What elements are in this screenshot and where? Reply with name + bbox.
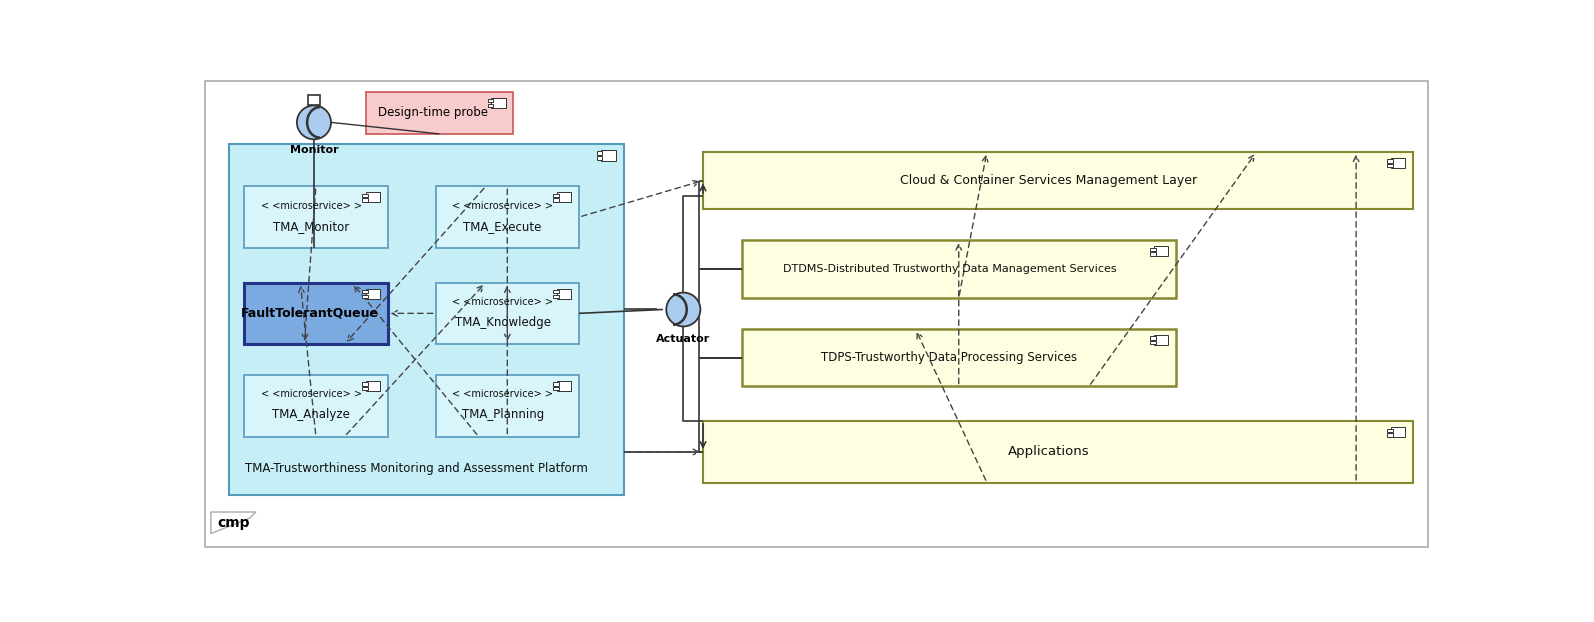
Text: Actuator: Actuator — [657, 334, 711, 344]
Bar — [703, 421, 1412, 483]
Bar — [488, 99, 493, 103]
Circle shape — [296, 106, 332, 139]
Text: Monitor: Monitor — [290, 146, 338, 156]
Bar — [367, 289, 379, 299]
Text: TMA_Monitor: TMA_Monitor — [273, 220, 349, 233]
Bar — [1387, 433, 1393, 437]
Bar — [488, 103, 493, 107]
Bar — [1151, 341, 1156, 344]
Bar — [601, 150, 615, 161]
Text: < <microservice> >: < <microservice> > — [453, 297, 553, 307]
Bar — [362, 383, 368, 386]
Text: TMA_Planning: TMA_Planning — [462, 409, 544, 422]
Bar — [1387, 159, 1393, 162]
Bar — [362, 294, 368, 298]
Bar — [1392, 427, 1406, 437]
Bar — [367, 91, 513, 134]
Bar — [741, 329, 1176, 386]
Bar — [435, 375, 579, 437]
Bar — [1387, 429, 1393, 432]
Text: TMA-Trustworthiness Monitoring and Assessment Platform: TMA-Trustworthiness Monitoring and Asses… — [245, 462, 588, 475]
Bar — [1387, 164, 1393, 167]
Bar — [553, 198, 559, 202]
Bar — [244, 187, 387, 248]
Bar — [596, 156, 603, 160]
Text: DTDMS-Distributed Trustworthy Data Management Services: DTDMS-Distributed Trustworthy Data Manag… — [783, 264, 1116, 274]
Bar — [558, 289, 571, 299]
Bar — [362, 198, 368, 202]
Bar — [1154, 246, 1168, 256]
Bar — [435, 187, 579, 248]
Bar — [553, 290, 559, 294]
Bar — [1154, 335, 1168, 345]
Bar — [367, 192, 379, 202]
Text: < <microservice> >: < <microservice> > — [453, 200, 553, 210]
Bar — [244, 282, 387, 344]
Bar — [362, 387, 368, 391]
Bar — [491, 98, 505, 108]
Bar — [703, 152, 1412, 210]
Bar — [553, 193, 559, 197]
Bar — [741, 240, 1176, 298]
Bar — [362, 290, 368, 294]
Bar — [362, 193, 368, 197]
Text: Cloud & Container Services Management Layer: Cloud & Container Services Management La… — [901, 174, 1197, 187]
Text: < <microservice> >: < <microservice> > — [453, 389, 553, 399]
Bar — [553, 294, 559, 298]
Text: TMA_Analyze: TMA_Analyze — [273, 409, 351, 422]
Bar — [553, 387, 559, 391]
Bar — [435, 282, 579, 344]
Circle shape — [666, 292, 700, 327]
Bar — [1151, 336, 1156, 340]
Text: FaultTolerantQueue: FaultTolerantQueue — [241, 307, 379, 320]
Bar — [244, 375, 387, 437]
Bar — [558, 192, 571, 202]
Bar — [308, 95, 320, 106]
Bar — [228, 144, 623, 495]
Text: < <microservice> >: < <microservice> > — [261, 389, 362, 399]
Bar — [553, 383, 559, 386]
Bar — [367, 381, 379, 391]
Text: < <microservice> >: < <microservice> > — [261, 200, 362, 210]
Bar — [1151, 252, 1156, 256]
Text: TMA_Knowledge: TMA_Knowledge — [454, 316, 550, 329]
Polygon shape — [210, 512, 255, 534]
Text: Design-time probe: Design-time probe — [378, 106, 488, 119]
Bar — [1392, 158, 1406, 168]
Bar — [558, 381, 571, 391]
Bar — [1151, 248, 1156, 251]
Text: Applications: Applications — [1007, 445, 1089, 458]
Text: TDPS-Trustworthy Data Processing Services: TDPS-Trustworthy Data Processing Service… — [821, 351, 1078, 364]
Bar — [596, 151, 603, 155]
Text: cmp: cmp — [217, 516, 250, 530]
Text: TMA_Execute: TMA_Execute — [464, 220, 542, 233]
